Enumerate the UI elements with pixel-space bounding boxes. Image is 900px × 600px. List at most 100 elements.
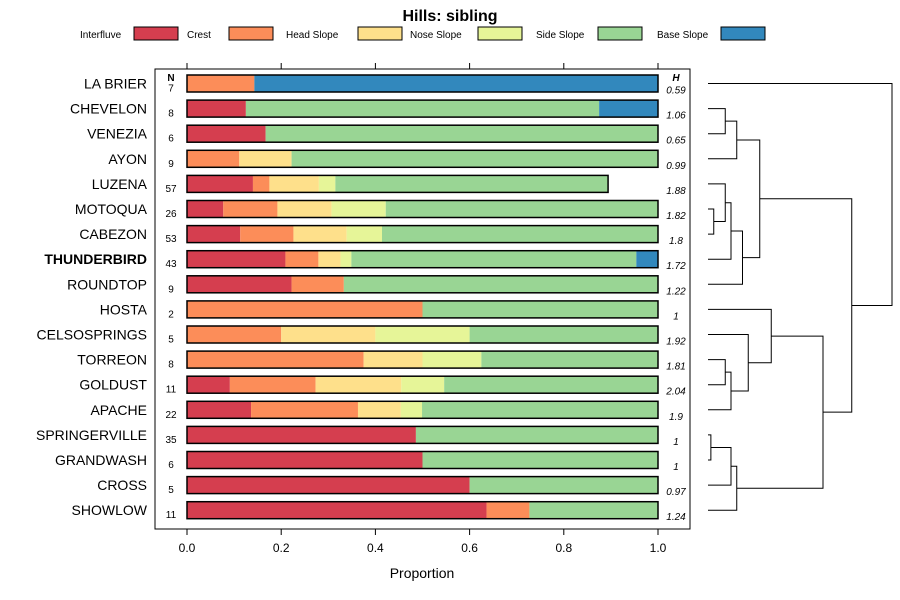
bar-outline (186, 350, 659, 369)
legend-label: Interfluve (80, 30, 122, 41)
bar-segment (293, 225, 347, 243)
legend-swatch (477, 26, 523, 41)
bar-segment (291, 150, 658, 168)
x-axis-label: Proportion (390, 565, 455, 581)
row-h: 1.72 (666, 261, 686, 272)
bar-outline (186, 124, 659, 143)
bar-segment (265, 125, 658, 143)
row-label: CROSS (97, 477, 147, 493)
bar-segment (187, 476, 470, 494)
x-tick-label: 0.6 (461, 541, 478, 555)
bar-segment (318, 250, 341, 268)
plot-frame (154, 68, 691, 530)
row-h: 1 (673, 437, 679, 448)
bar-outline (186, 300, 659, 319)
bar-segment (187, 351, 364, 369)
bar-segment (486, 501, 530, 519)
legend: Interfluve Crest Head Slope Nose Slope Side … (80, 26, 766, 41)
legend-label: Side Slope (536, 30, 585, 41)
row-n: 22 (165, 410, 177, 421)
row-n: 53 (165, 234, 177, 245)
row-n: 26 (165, 209, 177, 220)
bar-segment (187, 426, 416, 444)
bar-segment (636, 250, 658, 268)
n-column-header: N (167, 73, 174, 84)
row-h: 1 (673, 462, 679, 473)
row-label: SPRINGERVILLE (36, 427, 147, 443)
row-h: 0.59 (666, 86, 686, 97)
dendrogram-link (736, 335, 824, 489)
bar-segment (277, 200, 332, 218)
bar-segment (346, 225, 382, 243)
row-label: SHOWLOW (72, 502, 148, 518)
bar-segment (469, 476, 658, 494)
bar-segment (187, 326, 282, 343)
x-tick-label: 0.0 (179, 541, 196, 555)
bar-segment (340, 250, 352, 268)
dendrogram-link (736, 139, 761, 259)
bar-segment (187, 200, 224, 218)
dendrogram-link (708, 83, 893, 306)
dendrogram-link (708, 230, 743, 285)
bar-outline (186, 275, 659, 294)
bar-segment (400, 401, 423, 419)
chart-title: Hills: sibling (402, 8, 497, 25)
row-n: 2 (168, 309, 174, 320)
bar-rows: LA BRIER 7 0.59 CHEVELON 8 1.06 VENEZIA 6 0.65 AY… (36, 74, 686, 523)
row-label: CHEVELON (70, 101, 147, 117)
bar-segment (187, 501, 487, 519)
row-n: 7 (168, 84, 174, 95)
bar-outline (186, 325, 659, 344)
dendrogram-link (708, 120, 738, 160)
row-label: GRANDWASH (55, 452, 147, 468)
bar-segment (318, 175, 336, 193)
row-n: 57 (165, 184, 177, 195)
bar-outline (186, 99, 659, 118)
row-label: LUZENA (92, 176, 148, 192)
legend-label: Nose Slope (410, 30, 462, 41)
row-h: 1.81 (666, 362, 685, 373)
legend-swatch (720, 26, 766, 41)
bar-segment (415, 426, 658, 444)
row-label: TORREON (77, 352, 147, 368)
bar-outline (186, 475, 659, 495)
bar-segment (385, 200, 658, 218)
bar-segment (351, 250, 637, 268)
row-n: 5 (168, 485, 174, 496)
bar-segment (187, 250, 286, 268)
row-h: 0.99 (666, 161, 686, 172)
bar-segment (269, 175, 319, 193)
bar-segment (187, 125, 266, 143)
legend-swatch (228, 26, 274, 41)
row-label: CELSOSPRINGS (37, 327, 147, 343)
bar-segment (343, 275, 658, 293)
x-tick-label: 0.8 (555, 541, 572, 555)
legend-label: Crest (187, 30, 211, 41)
row-h: 1 (673, 311, 679, 322)
legend-swatch (357, 26, 403, 41)
dendrogram-link (708, 371, 732, 411)
row-n: 11 (166, 385, 177, 396)
x-tick-label: 1.0 (650, 541, 667, 555)
row-n: 5 (168, 335, 174, 346)
bar-segment (187, 300, 423, 318)
row-label: GOLDUST (79, 377, 147, 393)
row-h: 0.97 (666, 487, 686, 498)
row-label: HOSTA (100, 301, 148, 317)
bar-segment (187, 401, 252, 419)
row-label: VENEZIA (87, 126, 148, 142)
row-n: 43 (165, 259, 177, 270)
bar-outline (186, 224, 659, 244)
bar-outline (186, 199, 659, 219)
bar-segment (335, 175, 609, 193)
row-label: THUNDERBIRD (44, 251, 147, 267)
bar-segment (599, 100, 658, 118)
bar-outline (186, 500, 659, 520)
row-h: 1.24 (666, 512, 686, 523)
row-n: 8 (168, 109, 174, 120)
legend-label: Base Slope (657, 30, 709, 41)
bar-outline (186, 74, 659, 93)
row-h: 1.82 (666, 211, 686, 222)
dendrogram (708, 83, 893, 511)
